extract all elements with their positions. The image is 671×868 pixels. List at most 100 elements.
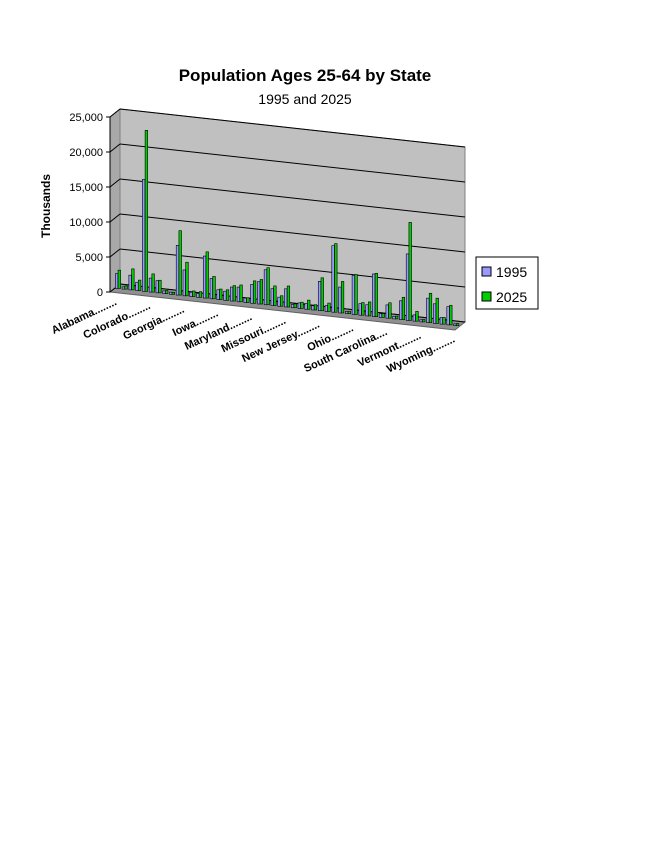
bar [142, 179, 146, 292]
bar [311, 305, 315, 311]
bar [361, 302, 365, 316]
bar [259, 279, 263, 305]
bar [198, 291, 203, 298]
grid-line [119, 213, 466, 253]
side-grid-line [109, 143, 121, 153]
legend-label: 2025 [496, 289, 527, 305]
bar [284, 288, 288, 308]
y-tick-label: 20,000 [69, 147, 103, 159]
bar [128, 274, 132, 291]
bar [307, 299, 311, 310]
bar [453, 323, 457, 326]
bar [415, 311, 419, 322]
bar [340, 281, 345, 314]
bar [117, 269, 121, 289]
bar [345, 311, 349, 315]
bar [426, 297, 430, 323]
bar [388, 302, 392, 319]
bar [446, 306, 450, 326]
bar [385, 304, 389, 319]
y-tick-label: 0 [97, 287, 103, 299]
bar [270, 288, 274, 306]
bar [338, 286, 342, 314]
bar [358, 303, 362, 316]
bar [412, 314, 416, 322]
bar [392, 316, 396, 320]
bar [185, 261, 189, 297]
bar [313, 304, 318, 311]
bar [165, 290, 169, 294]
bar [277, 296, 281, 307]
bar [439, 317, 443, 325]
bar [286, 285, 291, 308]
bar [192, 290, 196, 297]
bar [334, 243, 338, 313]
y-tick-label: 5,000 [75, 252, 103, 264]
bar [290, 304, 295, 309]
bar [135, 281, 139, 291]
bar [131, 268, 135, 291]
bar [223, 290, 227, 301]
side-wall [109, 107, 121, 294]
bar [257, 281, 261, 305]
bar [209, 278, 213, 300]
chart-title: Population Ages 25-64 by State [179, 66, 432, 85]
bar [351, 274, 355, 315]
bar [266, 267, 270, 306]
bar [138, 279, 142, 291]
grid-line [119, 178, 466, 218]
bar [374, 272, 378, 317]
bar [395, 315, 399, 320]
bar [331, 245, 335, 313]
bar [175, 245, 180, 296]
side-grid-line [109, 248, 121, 258]
side-grid-line [109, 213, 121, 223]
bar [428, 292, 433, 323]
bar [212, 276, 216, 300]
y-tick-label: 25,000 [69, 112, 103, 124]
bar [435, 297, 439, 324]
bar [232, 285, 236, 302]
bar [171, 292, 176, 295]
legend-swatch [481, 291, 492, 302]
legend-label: 1995 [496, 264, 527, 280]
bar [372, 273, 376, 317]
bar [449, 304, 453, 326]
bar [422, 319, 426, 323]
side-grid-line [109, 108, 121, 118]
bar [202, 255, 207, 299]
bar [300, 301, 304, 309]
bar [236, 286, 240, 303]
bar [399, 300, 403, 320]
bar [293, 303, 297, 309]
y-tick-label: 10,000 [69, 217, 103, 229]
bar [121, 286, 125, 290]
bar [327, 302, 331, 312]
bar [196, 293, 200, 298]
bar [297, 302, 301, 309]
bar [239, 284, 243, 303]
legend-swatch [481, 266, 492, 277]
bar [442, 317, 446, 325]
bar [273, 285, 277, 306]
bar [405, 253, 410, 321]
bar [263, 269, 268, 306]
bar [158, 279, 162, 294]
grid-line [119, 143, 466, 183]
bar [230, 286, 234, 302]
bar [246, 297, 250, 303]
bar [115, 273, 119, 289]
bar [378, 313, 383, 318]
bar [205, 251, 209, 299]
bar [401, 296, 406, 320]
bar [178, 230, 182, 296]
bar [455, 323, 460, 326]
bar [151, 273, 155, 293]
bar [354, 274, 358, 315]
bar [148, 277, 153, 293]
y-axis-label: Thousands [39, 174, 53, 238]
bar [216, 289, 220, 300]
bar [182, 269, 186, 297]
bar [324, 305, 328, 312]
